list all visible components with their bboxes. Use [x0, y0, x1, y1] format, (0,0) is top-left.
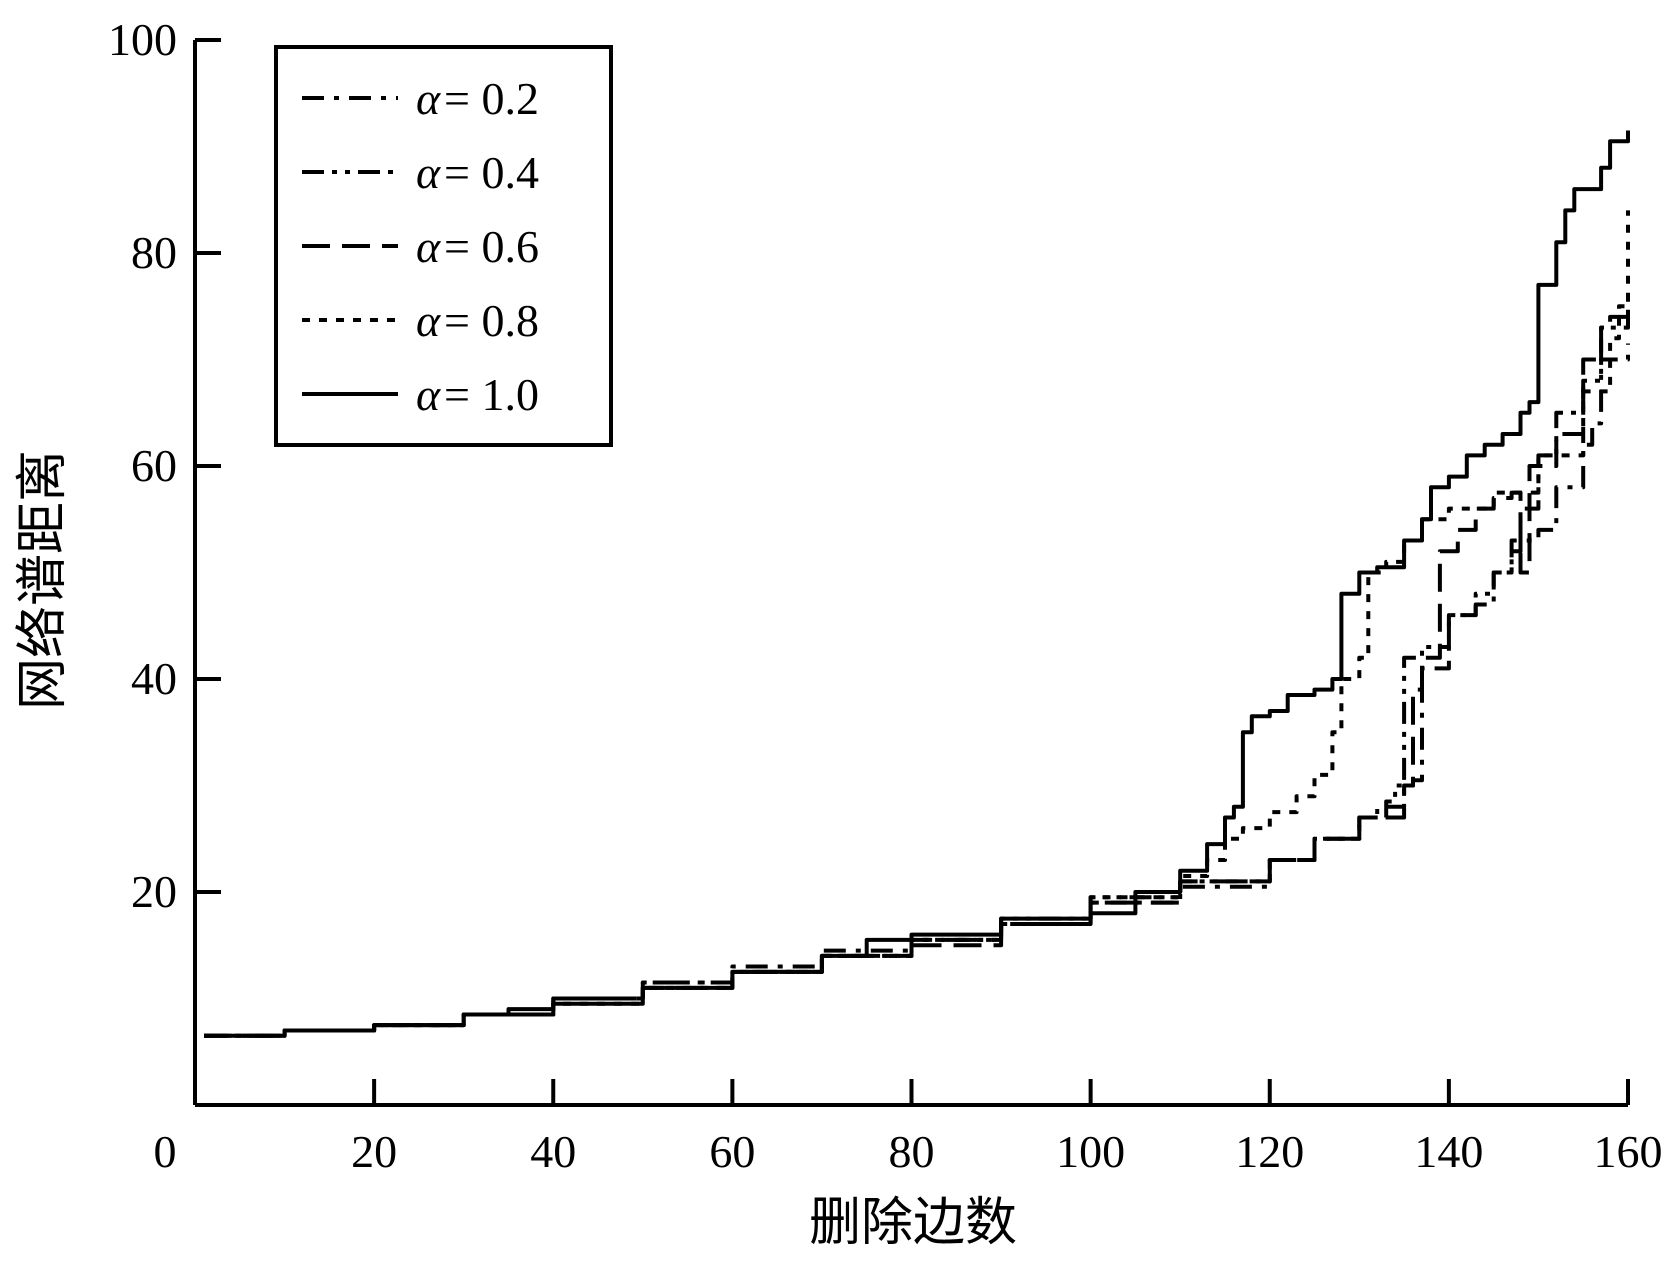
y-axis-title: 网络谱距离: [15, 450, 72, 710]
x-tick-label: 120: [1235, 1126, 1304, 1177]
x-tick-label: 20: [351, 1126, 397, 1177]
series-line-0: [204, 343, 1630, 1038]
x-tick-label: 160: [1594, 1126, 1663, 1177]
x-tick-label: 0: [154, 1126, 177, 1177]
x-tick-label: 60: [709, 1126, 755, 1177]
series-line-2: [204, 314, 1628, 1038]
legend-symbol: α: [416, 295, 441, 346]
legend-symbol: α: [416, 221, 441, 272]
x-axis-title: 删除边数: [809, 1195, 1017, 1252]
y-axis-ticks: 20 40 60 80 100: [108, 14, 221, 917]
legend-box: [274, 45, 613, 447]
series-line-4: [204, 130, 1630, 1038]
y-tick-label: 40: [131, 653, 177, 704]
legend-label-2: = 0.6: [444, 221, 539, 272]
x-axis-ticks: 0 20 40 60 80 100 120 140 160: [154, 1079, 1663, 1177]
series-layer: [204, 130, 1630, 1038]
legend: α = 0.2α = 0.4α = 0.6α = 0.8α = 1.0: [274, 45, 613, 447]
legend-symbol: α: [416, 147, 441, 198]
legend-symbol: α: [416, 369, 441, 420]
legend-label-1: = 0.4: [444, 147, 539, 198]
y-tick-label: 60: [131, 440, 177, 491]
x-tick-label: 100: [1056, 1126, 1125, 1177]
legend-label-0: = 0.2: [444, 73, 539, 124]
legend-symbol: α: [416, 73, 441, 124]
legend-label-3: = 0.8: [444, 295, 539, 346]
x-tick-label: 140: [1414, 1126, 1483, 1177]
y-tick-label: 20: [131, 866, 177, 917]
x-tick-label: 40: [530, 1126, 576, 1177]
y-tick-label: 100: [108, 14, 177, 65]
legend-label-4: = 1.0: [444, 369, 539, 420]
x-tick-label: 80: [889, 1126, 935, 1177]
y-tick-label: 80: [131, 227, 177, 278]
